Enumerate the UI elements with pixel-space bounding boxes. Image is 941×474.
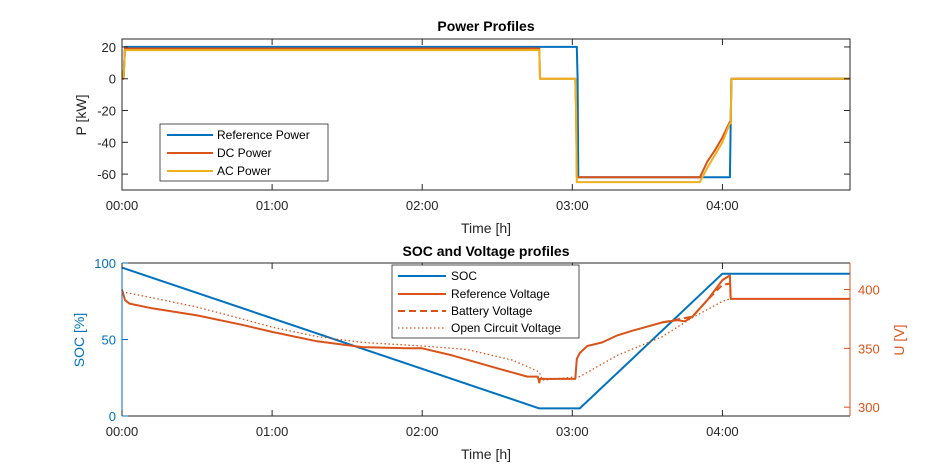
- power-x-tick-label: 01:00: [256, 198, 289, 213]
- power-x-tick-label: 00:00: [106, 198, 139, 213]
- soc-tick-group: 00:00 01:00 02:00 03:00 04:00 100 50 0 400 350 300: [94, 256, 879, 439]
- soc-y-tick-label: 50: [102, 333, 116, 348]
- power-axes-box: [121, 38, 851, 191]
- power-legend: Reference Power DC Power AC Power: [159, 123, 329, 182]
- soc-x-tick-label: 02:00: [406, 424, 439, 439]
- soc-series-group: [121, 266, 850, 410]
- power-x-tick-label: 04:00: [706, 198, 739, 213]
- soc-right-y-tick-label: 350: [858, 341, 880, 356]
- legend-label-ac-power: AC Power: [217, 164, 271, 178]
- power-x-tick-label: 03:00: [556, 198, 589, 213]
- power-y-tick-label: 0: [109, 72, 116, 87]
- soc-legend-box: [391, 264, 580, 339]
- soc-right-y-tick-label: 400: [858, 282, 880, 297]
- soc-y-axis-label: SOC [%]: [71, 313, 87, 367]
- power-series-group: [122, 45, 850, 184]
- soc-series-open-circuit-voltage: [121, 291, 850, 381]
- power-chart-title: Power Profiles: [437, 18, 534, 34]
- legend-label-dc-power: DC Power: [217, 146, 272, 160]
- soc-series-reference-voltage: [121, 274, 850, 384]
- power-series-ac-power: [122, 49, 850, 184]
- legend-label-reference-voltage: Reference Voltage: [451, 287, 550, 301]
- soc-y-tick-label: 0: [109, 409, 116, 424]
- legend-label-reference-power: Reference Power: [217, 128, 310, 142]
- soc-chart-title: SOC and Voltage profiles: [403, 243, 570, 259]
- soc-legend: SOC Reference Voltage Battery Voltage Op…: [391, 264, 580, 339]
- legend-label-open-circuit-voltage: Open Circuit Voltage: [451, 321, 561, 335]
- legend-label-battery-voltage: Battery Voltage: [451, 304, 533, 318]
- power-x-axis-label: Time [h]: [461, 220, 511, 236]
- power-x-tick-label: 02:00: [406, 198, 439, 213]
- soc-right-y-tick-label: 300: [858, 400, 880, 415]
- power-y-tick-label: -20: [97, 104, 116, 119]
- soc-x-tick-label: 03:00: [556, 424, 589, 439]
- soc-x-tick-label: 00:00: [106, 424, 139, 439]
- power-y-tick-label: 20: [102, 40, 116, 55]
- soc-y-tick-label: 100: [94, 256, 116, 271]
- power-tick-group: 00:00 01:00 02:00 03:00 04:00 20 0 -20 -40 -60: [97, 39, 850, 213]
- soc-voltage-chart: SOC and Voltage profiles 00:00 01:00 02:00…: [71, 243, 907, 462]
- soc-x-tick-label: 04:00: [706, 424, 739, 439]
- soc-x-tick-label: 01:00: [256, 424, 289, 439]
- power-y-tick-label: -60: [97, 167, 116, 182]
- voltage-y-axis-label: U [V]: [891, 324, 907, 355]
- legend-label-soc: SOC: [451, 269, 477, 283]
- power-profiles-chart: Power Profiles 00:00 01:00 02:00 03:00 04:00…: [73, 18, 851, 236]
- soc-series-battery-voltage: [662, 282, 732, 324]
- soc-x-axis-label: Time [h]: [461, 446, 511, 462]
- soc-series-soc: [121, 266, 850, 410]
- power-y-axis-label: P [kW]: [73, 95, 89, 136]
- power-y-tick-label: -40: [97, 135, 116, 150]
